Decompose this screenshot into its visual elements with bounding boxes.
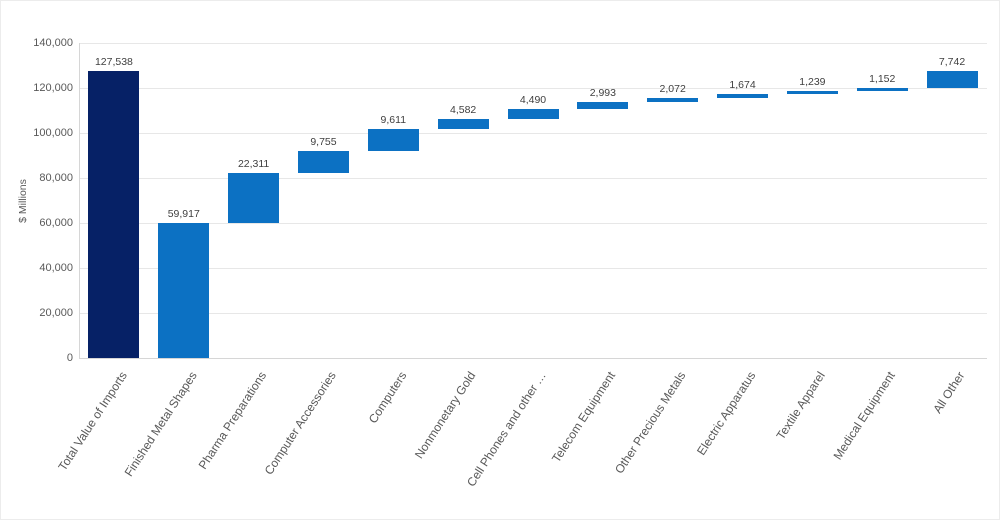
bar-value-label: 7,742 (938, 56, 966, 69)
waterfall-bar (577, 102, 629, 109)
waterfall-bar (507, 109, 559, 120)
y-axis-tick-label: 0 (66, 352, 73, 364)
x-axis-category-label: Computers (365, 369, 410, 426)
x-axis-category-label: Computer Accessories (262, 369, 340, 478)
y-axis-tick-label: 60,000 (39, 217, 73, 229)
y-axis-line (79, 43, 80, 358)
waterfall-bar (717, 93, 769, 98)
gridline (79, 133, 987, 134)
bar-value-label: 127,538 (94, 56, 133, 69)
x-axis-category-label: Textile Apparel (773, 369, 829, 443)
waterfall-bar (228, 172, 280, 224)
x-axis-category-label: Nonmonetary Gold (412, 369, 479, 462)
bar-value-label: 4,582 (450, 104, 477, 117)
gridline (79, 88, 987, 89)
x-axis-category-label: Electric Apparatus (693, 369, 759, 458)
bar-value-label: 1,152 (869, 73, 896, 86)
x-axis-category-label: Pharma Preparations (195, 369, 270, 472)
waterfall-bar (88, 71, 140, 358)
gridline (79, 268, 987, 269)
bar-value-label: 4,490 (519, 94, 547, 106)
gridline (79, 178, 987, 179)
y-axis-tick-label: 100,000 (33, 127, 73, 139)
x-axis-category-label: Total Value of Imports (55, 369, 130, 474)
waterfall-bar (926, 71, 978, 89)
bar-value-label: 9,755 (310, 136, 337, 149)
y-axis-tick-label: 140,000 (33, 37, 73, 49)
x-axis-category-label: Finished Metal Shapes (121, 369, 200, 480)
waterfall-bar (158, 223, 210, 358)
bar-value-label: 9,611 (380, 114, 407, 127)
bar-value-label: 1,674 (729, 78, 756, 91)
bar-value-label: 22,311 (237, 157, 270, 170)
bar-value-label: 2,993 (589, 87, 616, 100)
x-axis-category-label: All Other (930, 369, 968, 416)
x-axis-category-label: Cell Phones and other … (463, 369, 549, 490)
waterfall-bar (647, 97, 699, 103)
waterfall-bar (856, 88, 908, 92)
bar-value-label: 2,072 (659, 82, 686, 95)
y-axis-tick-label: 20,000 (39, 307, 73, 319)
x-axis-category-label: Telecom Equipment (549, 369, 619, 466)
waterfall-bar (367, 129, 419, 152)
waterfall-bar (786, 91, 838, 95)
waterfall-bar (437, 119, 489, 130)
gridline (79, 223, 987, 224)
gridline (79, 43, 987, 44)
waterfall-bar (297, 151, 349, 173)
bar-value-label: 59,917 (167, 208, 200, 221)
y-axis-tick-label: 80,000 (39, 172, 73, 184)
x-axis-line (79, 358, 987, 359)
x-axis-category-label: Other Precious Metals (612, 369, 689, 477)
x-axis-category-label: Medical Equipment (830, 369, 898, 463)
y-axis-tick-label: 120,000 (33, 82, 73, 94)
y-axis-tick-label: 40,000 (39, 262, 73, 274)
bar-value-label: 1,239 (799, 76, 826, 89)
gridline (79, 313, 987, 314)
